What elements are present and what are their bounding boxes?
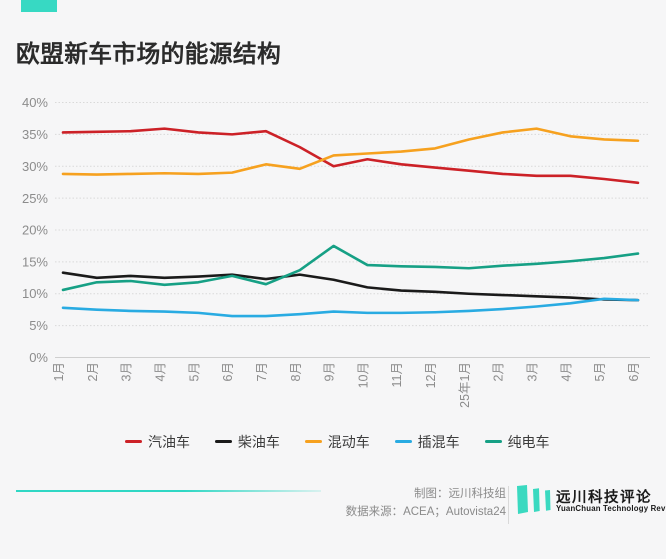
svg-text:4月: 4月 [153, 362, 167, 381]
svg-text:30%: 30% [22, 159, 48, 174]
svg-text:7月: 7月 [255, 362, 269, 381]
svg-text:3月: 3月 [120, 362, 134, 381]
svg-text:20%: 20% [22, 223, 48, 238]
svg-text:25年1月: 25年1月 [458, 362, 472, 408]
svg-text:40%: 40% [22, 95, 48, 110]
svg-text:8月: 8月 [289, 362, 303, 381]
svg-text:35%: 35% [22, 127, 48, 142]
svg-text:10月: 10月 [356, 362, 370, 388]
svg-text:0%: 0% [29, 350, 48, 365]
svg-text:2月: 2月 [492, 362, 506, 381]
svg-text:5月: 5月 [187, 362, 201, 381]
svg-text:11月: 11月 [390, 362, 404, 387]
svg-text:25%: 25% [22, 191, 48, 206]
svg-text:6月: 6月 [627, 362, 641, 381]
svg-text:3月: 3月 [526, 362, 540, 381]
svg-text:6月: 6月 [221, 362, 235, 381]
svg-text:10%: 10% [22, 286, 48, 301]
svg-text:15%: 15% [22, 255, 48, 270]
svg-text:2月: 2月 [86, 362, 100, 381]
svg-text:5%: 5% [29, 318, 48, 333]
svg-text:5月: 5月 [593, 362, 607, 381]
svg-text:12月: 12月 [424, 362, 438, 388]
svg-text:9月: 9月 [323, 362, 337, 381]
svg-text:4月: 4月 [559, 362, 573, 381]
svg-text:1月: 1月 [52, 362, 66, 381]
